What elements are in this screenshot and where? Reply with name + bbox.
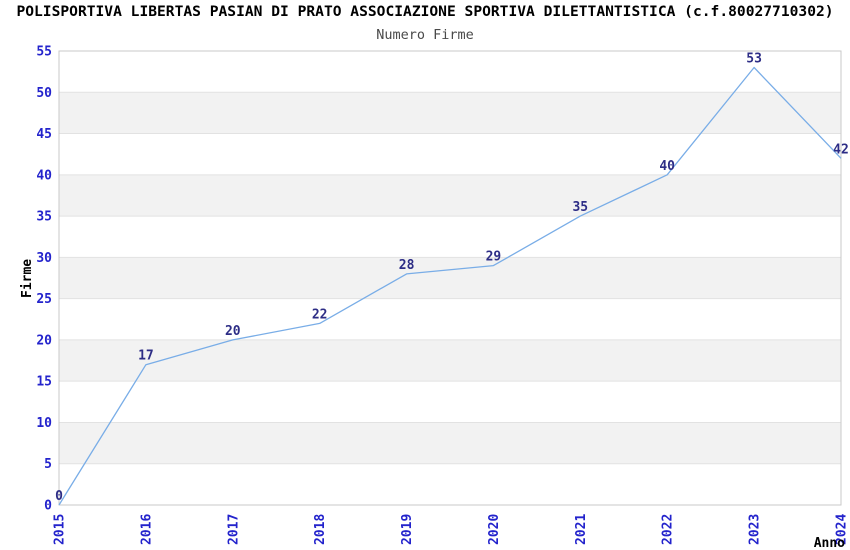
chart-title: POLISPORTIVA LIBERTAS PASIAN DI PRATO AS… xyxy=(16,3,834,20)
svg-text:29: 29 xyxy=(486,250,502,265)
svg-text:17: 17 xyxy=(138,349,154,364)
svg-text:30: 30 xyxy=(36,251,52,266)
svg-text:2018: 2018 xyxy=(313,514,328,545)
svg-text:35: 35 xyxy=(572,200,588,215)
svg-text:28: 28 xyxy=(399,258,415,273)
svg-text:22: 22 xyxy=(312,307,328,322)
svg-text:2016: 2016 xyxy=(139,514,154,545)
plot-border xyxy=(58,50,842,506)
svg-text:50: 50 xyxy=(36,86,52,101)
band-layer xyxy=(59,92,841,464)
svg-text:20: 20 xyxy=(36,333,52,348)
gridline-layer xyxy=(59,91,841,465)
svg-text:40: 40 xyxy=(659,159,675,174)
x-tick-labels: 2015 2016 2017 2018 2019 2020 2021 2022 2023 2024 xyxy=(53,514,850,545)
svg-text:2023: 2023 xyxy=(748,514,763,545)
svg-text:2024: 2024 xyxy=(835,514,850,545)
svg-text:10: 10 xyxy=(36,416,52,431)
svg-text:55: 55 xyxy=(36,45,52,60)
y-tick-labels: 0 5 10 15 20 25 30 35 40 45 50 55 xyxy=(36,45,52,514)
svg-text:2019: 2019 xyxy=(400,514,415,545)
svg-text:0: 0 xyxy=(44,499,52,514)
svg-text:2022: 2022 xyxy=(661,514,676,545)
svg-text:15: 15 xyxy=(36,375,52,390)
svg-text:2015: 2015 xyxy=(53,514,68,545)
svg-text:2020: 2020 xyxy=(487,514,502,545)
svg-text:5: 5 xyxy=(44,457,52,472)
svg-text:53: 53 xyxy=(746,52,762,67)
x-axis-title: Anno xyxy=(814,536,845,550)
svg-text:0: 0 xyxy=(55,489,63,504)
data-labels: 0 17 20 22 28 29 35 40 53 42 xyxy=(55,52,849,505)
svg-text:2017: 2017 xyxy=(226,514,241,545)
svg-text:42: 42 xyxy=(833,142,849,157)
svg-text:40: 40 xyxy=(36,168,52,183)
svg-text:20: 20 xyxy=(225,324,241,339)
svg-text:2021: 2021 xyxy=(574,514,589,545)
svg-text:45: 45 xyxy=(36,127,52,142)
svg-text:25: 25 xyxy=(36,292,52,307)
y-axis-title: Firme xyxy=(20,259,35,298)
svg-text:35: 35 xyxy=(36,210,52,225)
series-line xyxy=(58,66,842,506)
chart-subtitle: Numero Firme xyxy=(376,27,474,43)
